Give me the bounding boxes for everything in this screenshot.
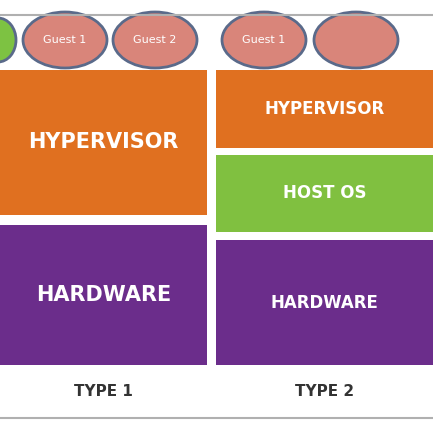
Text: Guest 1: Guest 1 xyxy=(43,35,87,45)
Text: HYPERVISOR: HYPERVISOR xyxy=(265,100,385,118)
Text: TYPE 1: TYPE 1 xyxy=(74,385,133,400)
Ellipse shape xyxy=(222,12,306,68)
Text: HARDWARE: HARDWARE xyxy=(271,294,378,311)
Text: HOST OS: HOST OS xyxy=(283,184,366,203)
Bar xyxy=(216,240,433,365)
Text: Guest 2: Guest 2 xyxy=(133,35,177,45)
Text: Guest 1: Guest 1 xyxy=(242,35,286,45)
Bar xyxy=(216,155,433,232)
Bar xyxy=(0,70,207,215)
Ellipse shape xyxy=(0,18,16,62)
Bar xyxy=(0,225,207,365)
Text: HYPERVISOR: HYPERVISOR xyxy=(28,132,179,152)
Ellipse shape xyxy=(314,12,398,68)
Text: TYPE 2: TYPE 2 xyxy=(295,385,354,400)
Ellipse shape xyxy=(23,12,107,68)
Text: HARDWARE: HARDWARE xyxy=(36,285,171,305)
Bar xyxy=(216,70,433,148)
Ellipse shape xyxy=(113,12,197,68)
